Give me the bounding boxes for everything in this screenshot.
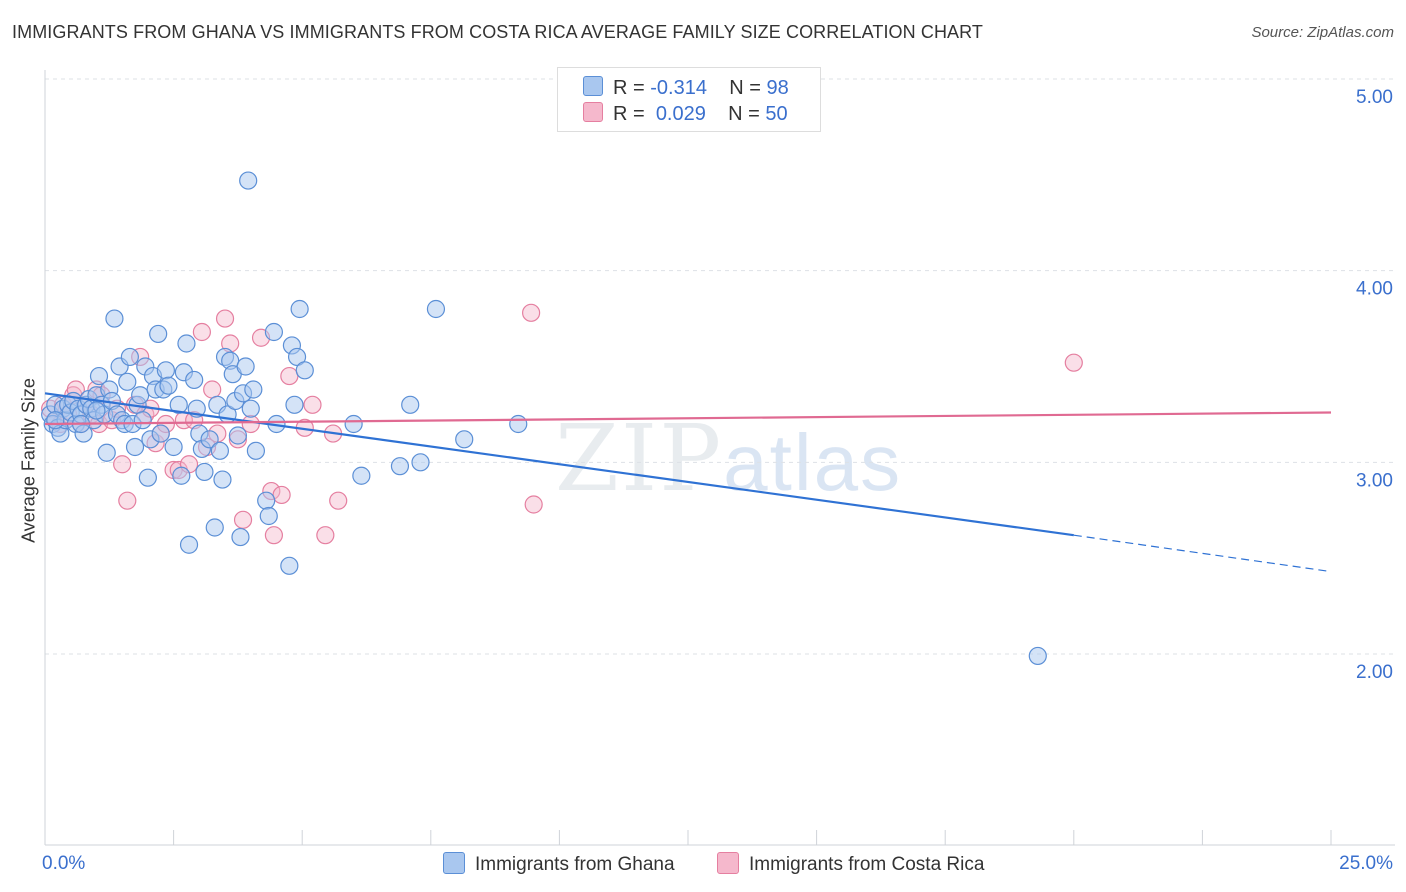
ghana-point <box>344 414 363 434</box>
costa-rica-point <box>316 526 335 545</box>
ghana-point <box>259 506 278 526</box>
ghana-point <box>205 518 224 537</box>
costa-rica-point <box>1064 353 1083 372</box>
chart-title: IMMIGRANTS FROM GHANA VS IMMIGRANTS FROM… <box>12 22 984 42</box>
ghana-point <box>179 535 199 554</box>
costa-rica-point <box>303 395 322 414</box>
ghana-point <box>138 468 157 487</box>
costa-rica-point <box>522 303 541 322</box>
ghana-point <box>177 334 196 353</box>
ghana-point <box>509 414 528 434</box>
ghana-point <box>285 395 304 414</box>
source-label: Source: ZipAtlas.com <box>1251 24 1394 41</box>
ghana-trend-line <box>44 392 1074 537</box>
costa-rica-point <box>524 495 543 514</box>
bottom-legend-swatch-costa-rica <box>717 852 739 874</box>
legend-r-label: R = <box>613 103 645 125</box>
ghana-point <box>169 395 188 414</box>
watermark-zip: ZIP <box>555 405 724 512</box>
ghana-point <box>97 443 116 462</box>
costa-rica-point <box>192 322 211 342</box>
y-axis-label-wrap: Average Family Size <box>14 300 44 640</box>
ghana-point <box>401 395 420 414</box>
ghana-point <box>244 380 263 399</box>
ghana-point <box>200 430 219 449</box>
ghana-point <box>455 430 474 449</box>
legend-row-ghana: R = -0.314 N = 98 <box>583 76 789 100</box>
ghana-point <box>131 386 150 405</box>
ghana-point <box>105 309 124 328</box>
costa-rica-point <box>215 309 235 328</box>
legend-n-label: N = <box>729 77 761 99</box>
ghana-point <box>239 171 258 190</box>
x-tick-label: 25.0% <box>1339 853 1393 874</box>
y-tick-label: 5.00 <box>1356 87 1393 108</box>
y-axis-label: Average Family Size <box>18 378 39 543</box>
ghana-point <box>46 411 65 430</box>
legend-swatch-costa-rica <box>583 102 603 122</box>
bottom-legend-swatch-ghana <box>443 852 465 874</box>
ghana-point <box>280 556 299 575</box>
costa-rica-trend-line <box>44 411 1332 426</box>
ghana-point <box>290 299 309 319</box>
costa-rica-point <box>113 455 132 474</box>
costa-rica-point <box>203 380 222 399</box>
bottom-legend-label-costa-rica: Immigrants from Costa Rica <box>749 854 985 875</box>
ghana-point <box>164 437 183 457</box>
ghana-point <box>1028 646 1047 666</box>
ghana-point <box>426 299 446 319</box>
ghana-point <box>118 372 137 391</box>
ghana-point <box>257 491 276 510</box>
legend-n-value-ghana: 98 <box>766 77 789 99</box>
ghana-point <box>156 361 175 380</box>
ghana-point <box>133 411 152 430</box>
ghana-point <box>231 527 250 547</box>
ghana-point <box>236 357 255 376</box>
y-tick-label: 4.00 <box>1356 279 1393 300</box>
ghana-point <box>390 457 410 476</box>
y-tick-label: 2.00 <box>1356 662 1393 683</box>
bottom-legend-costa-rica: Immigrants from Costa Rica <box>717 852 984 876</box>
ghana-point <box>241 399 260 418</box>
legend-r-value-ghana: -0.314 <box>650 77 707 99</box>
legend: R = -0.314 N = 98 R = 0.029 N = 50 <box>557 67 821 132</box>
y-tick-label: 3.00 <box>1356 470 1393 491</box>
bottom-legend-label-ghana: Immigrants from Ghana <box>475 854 675 875</box>
ghana-point <box>172 466 191 485</box>
legend-row-costa-rica: R = 0.029 N = 50 <box>583 102 788 126</box>
costa-rica-point <box>329 491 348 510</box>
legend-r-label: R = <box>613 77 645 99</box>
ghana-point <box>120 347 139 367</box>
ghana-point <box>125 437 145 457</box>
ghana-point <box>287 347 307 367</box>
ghana-point <box>352 466 371 485</box>
costa-rica-point <box>264 526 284 545</box>
legend-swatch-ghana <box>583 76 603 96</box>
legend-n-value-costa-rica: 50 <box>765 103 788 125</box>
costa-rica-point <box>118 491 137 510</box>
legend-r-value-costa-rica: 0.029 <box>655 103 706 125</box>
ghana-point <box>185 370 204 390</box>
costa-rica-point <box>280 366 299 386</box>
x-tick-label: 0.0% <box>42 853 85 874</box>
costa-rica-point <box>272 485 291 505</box>
ghana-trend-extension <box>1073 534 1332 573</box>
ghana-point <box>411 453 430 472</box>
ghana-point <box>213 470 232 489</box>
ghana-point <box>295 361 314 380</box>
ghana-point <box>210 441 229 460</box>
ghana-point <box>89 366 109 386</box>
legend-n-label: N = <box>728 103 760 125</box>
ghana-point <box>264 322 284 342</box>
ghana-point <box>246 441 266 460</box>
ghana-point <box>195 462 214 482</box>
ghana-point <box>151 424 170 443</box>
ghana-point <box>159 376 178 395</box>
ghana-point <box>228 426 247 445</box>
bottom-legend-ghana: Immigrants from Ghana <box>443 852 675 876</box>
ghana-point <box>149 324 168 344</box>
costa-rica-point <box>233 510 253 529</box>
ghana-point <box>87 401 106 420</box>
